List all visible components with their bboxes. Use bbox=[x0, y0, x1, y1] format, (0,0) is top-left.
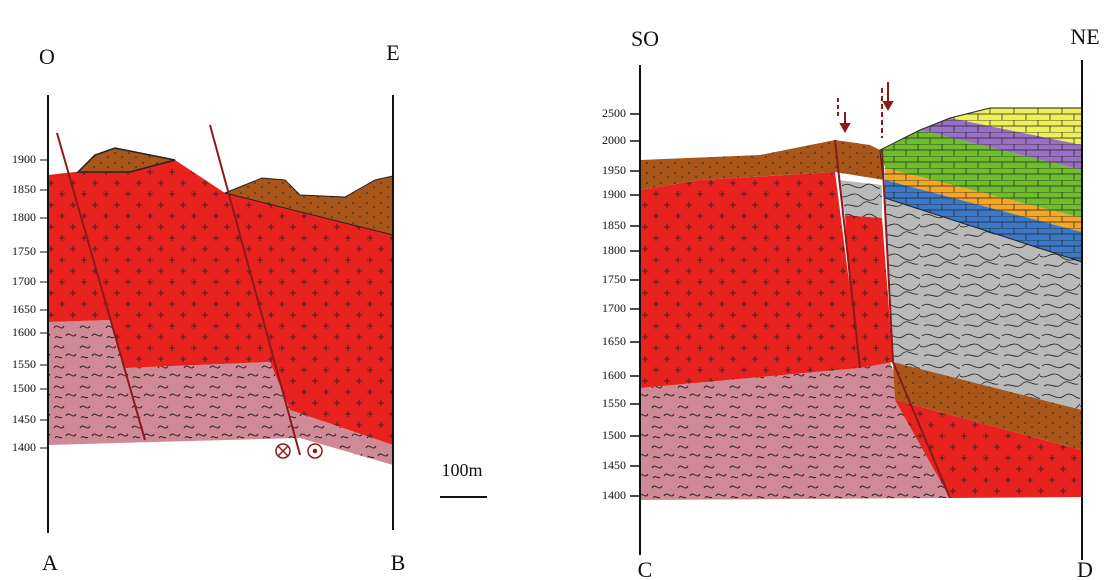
elevation-label: 1450 bbox=[602, 458, 626, 472]
elevation-label: 1750 bbox=[12, 244, 36, 258]
basement bbox=[48, 320, 393, 465]
elevation-label: 1400 bbox=[602, 488, 626, 502]
elevation-label: 1550 bbox=[12, 357, 36, 371]
elevation-label: 1650 bbox=[602, 334, 626, 348]
cover bbox=[76, 147, 176, 173]
orientation-label: O bbox=[39, 44, 55, 69]
elevation-label: 2500 bbox=[602, 106, 626, 120]
fault-arrows bbox=[837, 82, 894, 138]
granite bbox=[48, 160, 393, 445]
fault bbox=[56, 132, 146, 441]
elevation-label: 2000 bbox=[602, 133, 626, 147]
fault bbox=[834, 139, 951, 499]
fault bbox=[209, 124, 301, 456]
granite bbox=[845, 215, 893, 368]
cover bbox=[893, 362, 1082, 450]
elevation-label: 1900 bbox=[602, 187, 626, 201]
left-section bbox=[47, 95, 394, 533]
elevation-label: 1900 bbox=[12, 152, 36, 166]
elevation-label: 1850 bbox=[12, 182, 36, 196]
orientation-label: NE bbox=[1070, 24, 1099, 49]
elevation-label: 1600 bbox=[12, 325, 36, 339]
point-label: C bbox=[638, 557, 653, 580]
point-label: A bbox=[42, 550, 58, 575]
elevation-label: 1600 bbox=[602, 368, 626, 382]
basement bbox=[640, 362, 950, 500]
elevation-label: 1400 bbox=[12, 440, 36, 454]
elevation-label: 1950 bbox=[602, 163, 626, 177]
elevation-label: 1850 bbox=[602, 218, 626, 232]
granite bbox=[895, 400, 1082, 498]
elevation-label: 1550 bbox=[602, 396, 626, 410]
point-label: D bbox=[1077, 557, 1093, 580]
point-label: B bbox=[391, 550, 406, 575]
bricks bbox=[879, 107, 1083, 263]
elevation-label: 1650 bbox=[12, 302, 36, 316]
elevation-label: 1500 bbox=[602, 428, 626, 442]
motion-symbols bbox=[275, 443, 323, 459]
cover bbox=[640, 140, 884, 190]
orientation-label: E bbox=[386, 40, 399, 65]
elevation-label: 1750 bbox=[602, 272, 626, 286]
schist bbox=[838, 180, 882, 218]
orientation-label: SO bbox=[631, 26, 659, 51]
elevation-label: 1500 bbox=[12, 381, 36, 395]
elevation-label: 1800 bbox=[602, 243, 626, 257]
elevation-label: 1700 bbox=[12, 274, 36, 288]
granite bbox=[640, 172, 860, 388]
right-section bbox=[639, 60, 1083, 560]
elevation-label: 1450 bbox=[12, 412, 36, 426]
schist bbox=[885, 198, 1082, 410]
elevation-label: 1800 bbox=[12, 210, 36, 224]
scale-label: 100m bbox=[441, 460, 482, 480]
elevation-label: 1700 bbox=[602, 301, 626, 315]
